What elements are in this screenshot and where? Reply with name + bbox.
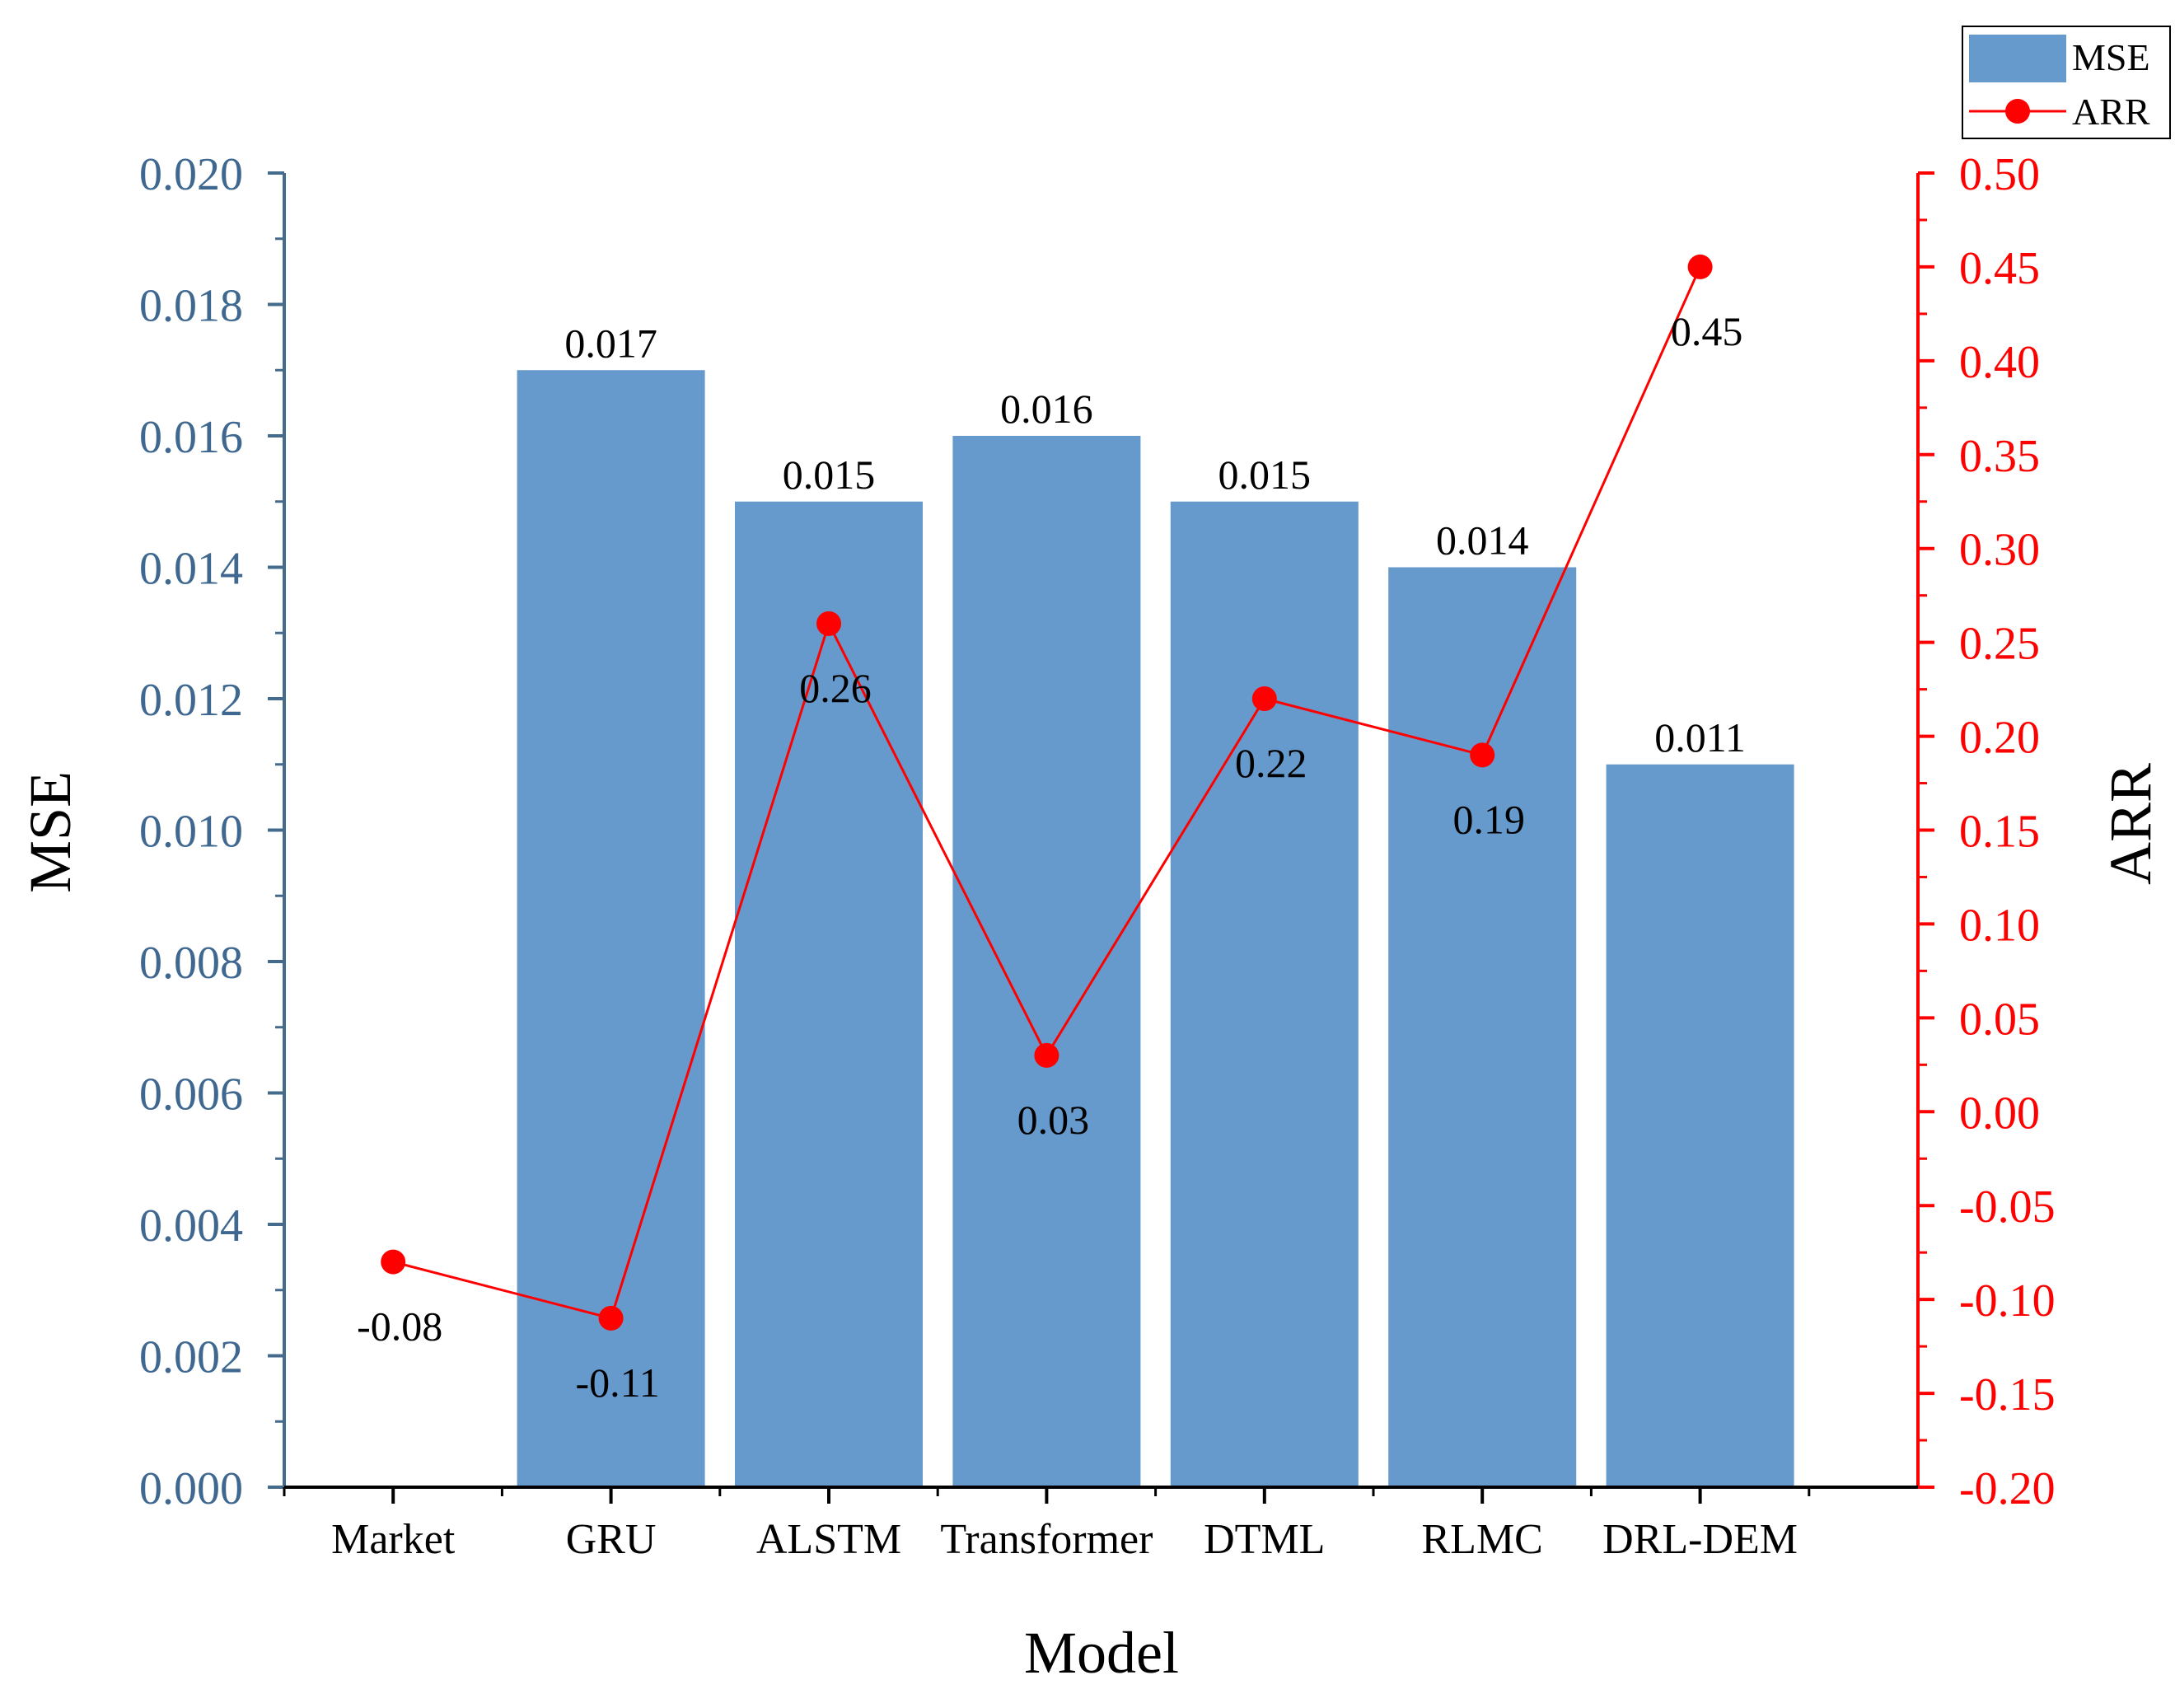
x-tick-label-dtml: DTML	[1204, 1516, 1325, 1563]
y-right-tick-label: -0.20	[1959, 1463, 2056, 1514]
x-axis-title: Model	[1024, 1620, 1179, 1686]
arr-point-label-gru: -0.11	[575, 1359, 659, 1406]
y-right-tick-label: 0.45	[1959, 243, 2040, 294]
arr-point-label-rlmc: 0.19	[1452, 796, 1525, 842]
x-tick-label-alstm: ALSTM	[756, 1516, 901, 1563]
legend-label-arr: ARR	[2072, 91, 2150, 133]
bar-dtml	[1170, 501, 1359, 1487]
legend: MSE ARR	[1962, 26, 2171, 139]
bar-label-alstm: 0.015	[783, 452, 876, 498]
arr-point-label-market: -0.08	[357, 1303, 442, 1350]
x-tick-label-drl-dem: DRL-DEM	[1602, 1516, 1798, 1563]
bar-transformer	[952, 436, 1141, 1487]
arr-point-transformer	[1034, 1042, 1059, 1068]
arr-point-drl-dem	[1687, 254, 1713, 279]
bar-drl-dem	[1606, 764, 1794, 1487]
mse-bars	[517, 370, 1794, 1487]
y-left-tick-label: 0.020	[139, 149, 243, 200]
y-left-tick-label: 0.004	[139, 1200, 243, 1252]
y-left-tick-label: 0.012	[139, 675, 243, 726]
axes: 0.000 0.002 0.004 0.006 0.008 0.010 0.012 0.014…	[139, 149, 2056, 1563]
y-right-tick-label: 0.35	[1959, 431, 2040, 482]
y-left-tick-label: 0.010	[139, 807, 243, 858]
y-right-tick-label: 0.50	[1959, 149, 2040, 200]
bar-label-rlmc: 0.014	[1436, 517, 1529, 564]
bar-label-dtml: 0.015	[1218, 452, 1312, 498]
arr-point-label-dtml: 0.22	[1235, 740, 1307, 786]
mse-bar-labels: 0.017 0.015 0.016 0.015 0.014 0.011	[564, 320, 1746, 760]
arr-point-alstm	[816, 611, 841, 636]
y-right-tick-label: 0.30	[1959, 525, 2040, 576]
y-right-tick-label: -0.05	[1959, 1182, 2056, 1233]
y-right-tick-label: 0.00	[1959, 1088, 2040, 1139]
arr-point-market	[381, 1249, 406, 1275]
arr-point-rlmc	[1470, 742, 1495, 768]
y-right-tick-label: 0.25	[1959, 619, 2040, 670]
arr-point-gru	[598, 1305, 624, 1331]
y-left-tick-label: 0.008	[139, 938, 243, 989]
y-right-tick-label: -0.15	[1959, 1369, 2056, 1420]
y-left-tick-label: 0.002	[139, 1332, 243, 1383]
x-tick-label-rlmc: RLMC	[1422, 1516, 1543, 1563]
y-left-tick-label: 0.018	[139, 281, 243, 332]
y-axis-right-title: ARR	[2098, 763, 2163, 885]
legend-swatch-arr-marker	[2005, 99, 2030, 124]
legend-label-mse: MSE	[2072, 36, 2150, 78]
arr-point-label-transformer: 0.03	[1017, 1097, 1090, 1143]
bar-rlmc	[1388, 567, 1577, 1487]
y-left-tick-label: 0.000	[139, 1463, 243, 1514]
arr-point-labels: -0.08 -0.11 0.26 0.03 0.22 0.19 0.45	[357, 308, 1742, 1406]
bar-alstm	[735, 501, 923, 1487]
bar-label-drl-dem: 0.011	[1654, 714, 1746, 760]
x-tick-label-transformer: Transformer	[940, 1516, 1153, 1563]
legend-swatch-mse	[1969, 35, 2066, 82]
arr-line-series	[381, 254, 1713, 1331]
bar-label-transformer: 0.016	[1000, 386, 1093, 432]
y-left-tick-label: 0.006	[139, 1069, 243, 1121]
y-right-tick-label: 0.40	[1959, 337, 2040, 388]
y-right-tick-label: -0.10	[1959, 1275, 2056, 1327]
y-axis-left-title: MSE	[17, 771, 83, 893]
x-tick-label-gru: GRU	[566, 1516, 657, 1563]
y-right-tick-label: 0.20	[1959, 713, 2040, 764]
arr-point-dtml	[1251, 686, 1277, 711]
y-right-tick-label: 0.10	[1959, 900, 2040, 951]
arr-point-label-alstm: 0.26	[799, 665, 872, 711]
x-tick-label-market: Market	[331, 1516, 456, 1563]
y-right-tick-label: 0.05	[1959, 994, 2040, 1045]
y-left-tick-label: 0.014	[139, 544, 243, 595]
y-left-tick-label: 0.016	[139, 412, 243, 463]
arr-point-label-drl-dem: 0.45	[1671, 308, 1743, 354]
bar-label-gru: 0.017	[564, 320, 657, 366]
y-right-tick-label: 0.15	[1959, 807, 2040, 858]
